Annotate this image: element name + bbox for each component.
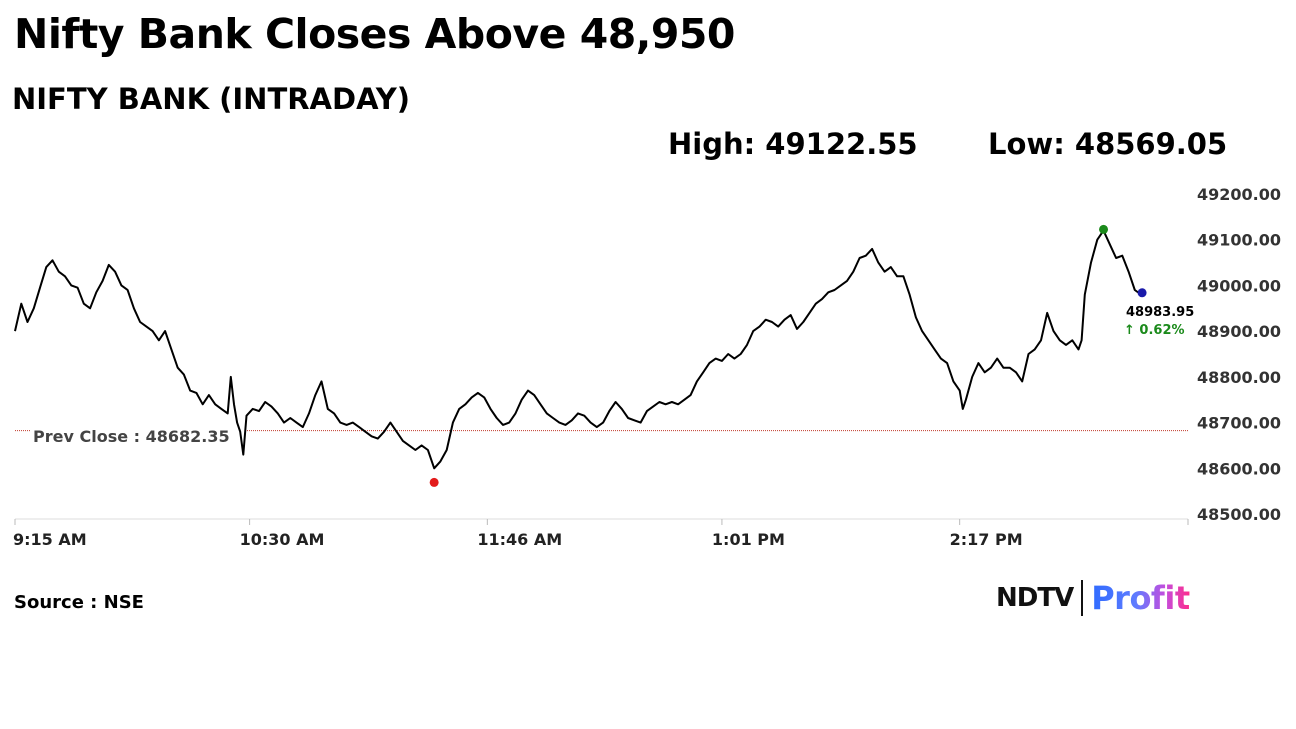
x-tick-label: 11:46 AM: [477, 530, 562, 549]
series-layer: [14, 229, 1142, 470]
y-tick-label: 49100.00: [1197, 231, 1281, 250]
brand-profit: Profit: [1091, 579, 1190, 617]
source-note: Source : NSE: [14, 592, 144, 613]
high-stat: High: 49122.55: [668, 127, 918, 161]
brand-logo: NDTV Profit: [996, 578, 1190, 618]
low-marker: [429, 477, 439, 487]
x-tick-label: 9:15 AM: [13, 530, 87, 549]
x-tick-label: 10:30 AM: [240, 530, 325, 549]
last-value-label: 48983.95: [1126, 305, 1194, 320]
high-marker: [1099, 224, 1109, 234]
prev-close-label-bg: [30, 426, 244, 448]
prev-close-label: Prev Close : 48682.35: [33, 427, 230, 446]
y-tick-label: 48900.00: [1197, 322, 1281, 341]
headline: Nifty Bank Closes Above 48,950: [14, 10, 735, 58]
marker-layer: [429, 224, 1147, 487]
reference-layer: [15, 426, 1188, 448]
price-line: [14, 229, 1142, 470]
x-tick-label: 2:17 PM: [950, 530, 1023, 549]
brand-ndtv: NDTV: [996, 583, 1074, 613]
low-stat: Low: 48569.05: [988, 127, 1228, 161]
y-tick-label: 48600.00: [1197, 459, 1281, 478]
axis-layer: 48500.00 48600.00 48700.00 48800.00 48900.00…: [13, 185, 1281, 549]
x-tick-label: 1:01 PM: [712, 530, 785, 549]
change-label: ↑ 0.62%: [1124, 323, 1185, 338]
intraday-chart: 48500.00 48600.00 48700.00 48800.00 48900.00…: [13, 185, 1281, 549]
chart-subtitle: NIFTY BANK (INTRADAY): [12, 82, 410, 116]
last-marker: [1137, 288, 1147, 298]
y-tick-label: 48500.00: [1197, 505, 1281, 524]
y-tick-label: 48800.00: [1197, 368, 1281, 387]
y-tick-label: 49000.00: [1197, 276, 1281, 295]
brand-divider: [1081, 580, 1084, 616]
y-tick-label: 48700.00: [1197, 414, 1281, 433]
y-tick-label: 49200.00: [1197, 185, 1281, 204]
